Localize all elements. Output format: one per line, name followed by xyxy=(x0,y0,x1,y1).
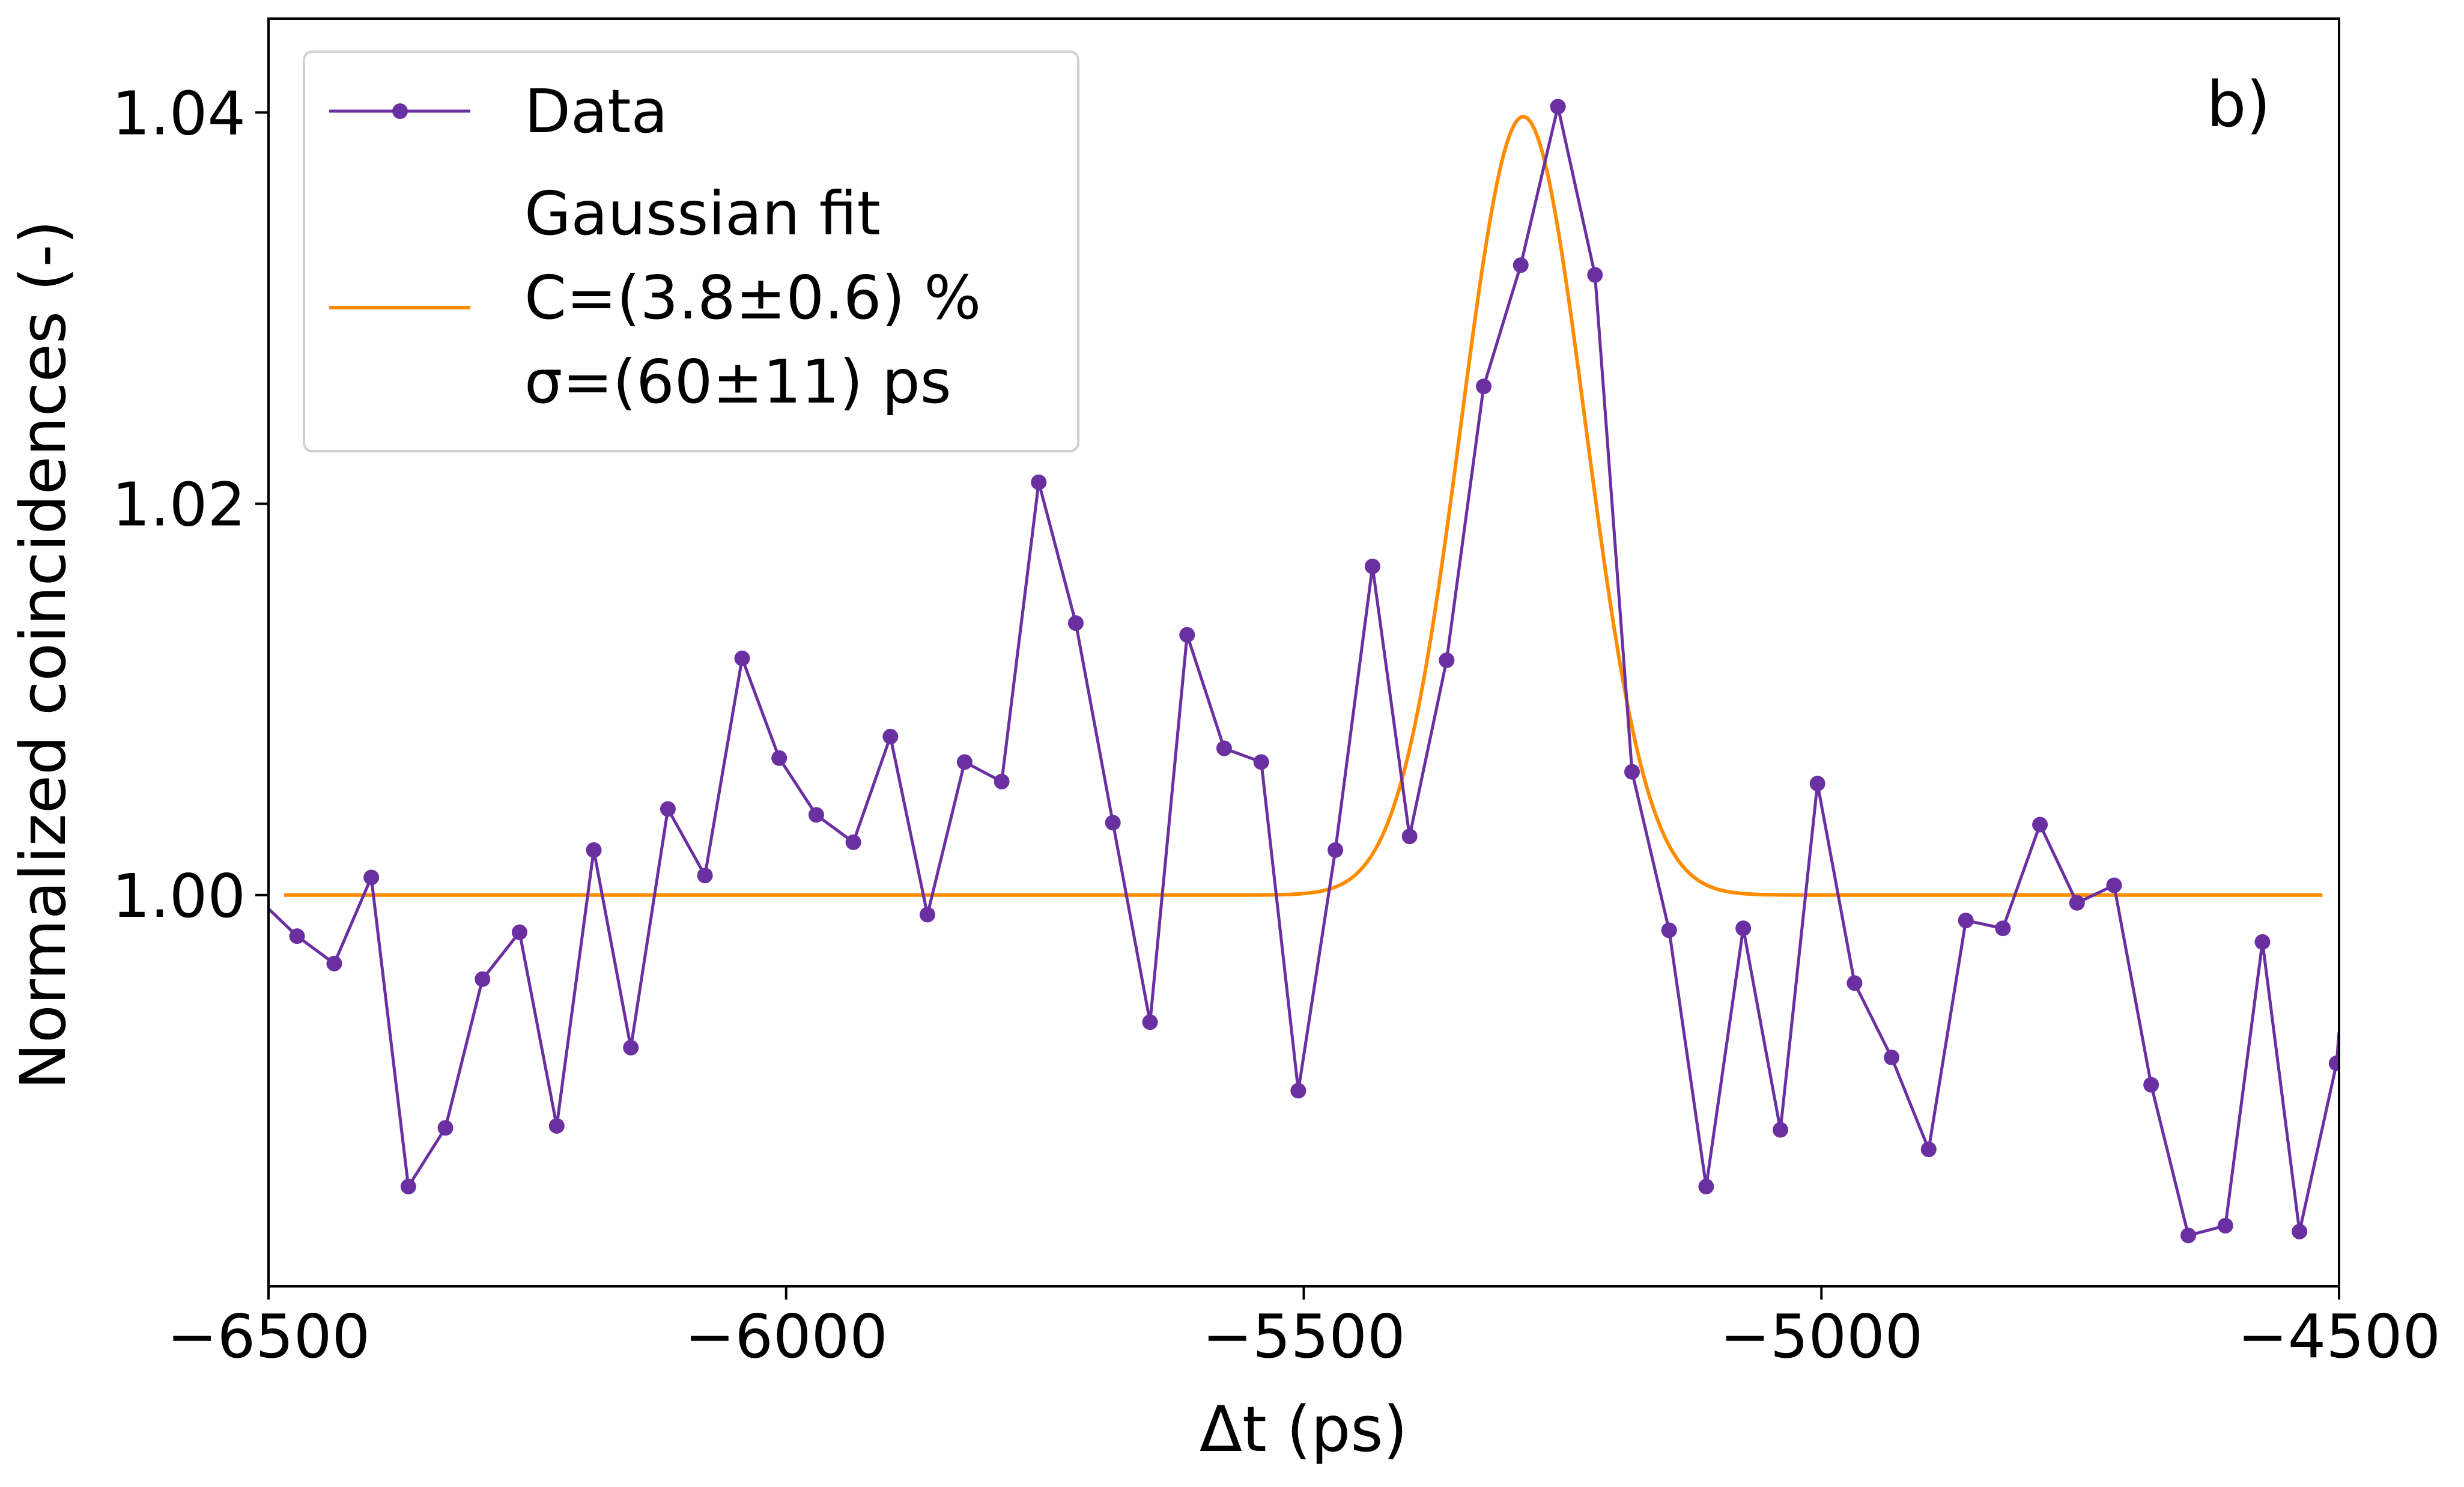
data-point xyxy=(994,773,1010,789)
x-tick-label: −5000 xyxy=(1720,1301,1923,1372)
y-tick-label: 1.04 xyxy=(112,78,246,148)
data-point xyxy=(1253,754,1269,770)
data-point xyxy=(734,650,750,666)
legend-fit-label-line-3: σ=(60±11) ps xyxy=(524,347,951,417)
data-point xyxy=(2292,1223,2308,1239)
data-point xyxy=(1439,652,1455,669)
legend-fit-label-line-1: Gaussian fit xyxy=(524,178,881,249)
legend-frame xyxy=(303,50,1079,452)
data-point xyxy=(660,801,676,817)
data-point xyxy=(400,1178,416,1194)
data-point xyxy=(1624,764,1640,780)
data-point xyxy=(1142,1014,1158,1030)
data-point xyxy=(1846,975,1863,991)
data-point xyxy=(2217,1218,2233,1234)
data-point xyxy=(1105,815,1121,831)
data-point xyxy=(1550,99,1566,115)
data-point xyxy=(956,754,973,770)
y-tick-label: 1.00 xyxy=(112,861,246,931)
axis-ticks: −6500 −6000 −5500 −5000 −4500 1.00 1.02 1.04 xyxy=(112,78,2441,1372)
data-point xyxy=(1698,1178,1714,1194)
data-point xyxy=(1031,474,1047,490)
x-tick-label: −5500 xyxy=(1202,1301,1405,1372)
data-points xyxy=(289,99,2339,1244)
data-point xyxy=(2143,1077,2159,1093)
data-point xyxy=(2328,1055,2339,1071)
data-point xyxy=(1067,615,1084,631)
data-point xyxy=(363,869,380,886)
data-point xyxy=(1401,829,1418,845)
x-tick-label: −6500 xyxy=(167,1301,370,1372)
data-point xyxy=(437,1120,454,1136)
data-line xyxy=(269,106,2339,1238)
data-point xyxy=(1216,740,1232,756)
data-point xyxy=(2180,1227,2197,1244)
data-point xyxy=(1661,922,1677,938)
data-point xyxy=(2032,816,2048,833)
data-point xyxy=(1328,842,1344,858)
data-point xyxy=(511,924,527,940)
data-point xyxy=(1179,627,1195,643)
legend-data-swatch-marker xyxy=(392,103,408,119)
plot-frame xyxy=(267,17,2340,1288)
data-point xyxy=(845,834,861,850)
legend-data-label: Data xyxy=(524,76,668,147)
data-point xyxy=(1476,379,1492,395)
data-point xyxy=(475,971,491,987)
data-point xyxy=(548,1118,565,1134)
data-point xyxy=(2069,895,2085,911)
data-point xyxy=(1884,1050,1900,1066)
data-point xyxy=(289,928,305,944)
x-tick-label: −4500 xyxy=(2238,1301,2441,1372)
data-point xyxy=(1920,1142,1937,1158)
x-axis-label: Δt (ps) xyxy=(1200,1393,1407,1466)
data-point xyxy=(882,729,899,745)
data-point xyxy=(2106,877,2122,893)
data-point xyxy=(1290,1083,1306,1099)
data-point xyxy=(623,1039,639,1056)
panel-label: b) xyxy=(2206,68,2271,141)
data-point xyxy=(1958,913,1974,929)
data-point xyxy=(697,868,713,884)
data-point xyxy=(1772,1122,1788,1138)
legend-fit-label-line-2: C=(3.8±0.6) % xyxy=(524,263,981,333)
data-point xyxy=(2254,934,2271,950)
data-point xyxy=(586,842,602,858)
data-point xyxy=(326,955,342,972)
data-point xyxy=(1513,257,1529,273)
data-point xyxy=(920,907,936,923)
data-point xyxy=(1735,920,1752,937)
gaussian-fit-line xyxy=(284,114,2323,897)
data-point xyxy=(1995,920,2011,937)
data-point xyxy=(1587,267,1603,283)
x-tick-label: −6000 xyxy=(685,1301,888,1372)
y-tick-label: 1.02 xyxy=(112,470,246,540)
plot-area xyxy=(269,99,2339,1244)
y-axis-label: Normalized coincidences (-) xyxy=(7,220,80,1090)
data-point xyxy=(1364,558,1380,574)
data-point xyxy=(1809,776,1825,792)
data-point xyxy=(808,807,824,823)
data-point xyxy=(771,750,787,766)
legend: Data Gaussian fit C=(3.8±0.6) % σ=(60±11… xyxy=(303,50,1079,452)
